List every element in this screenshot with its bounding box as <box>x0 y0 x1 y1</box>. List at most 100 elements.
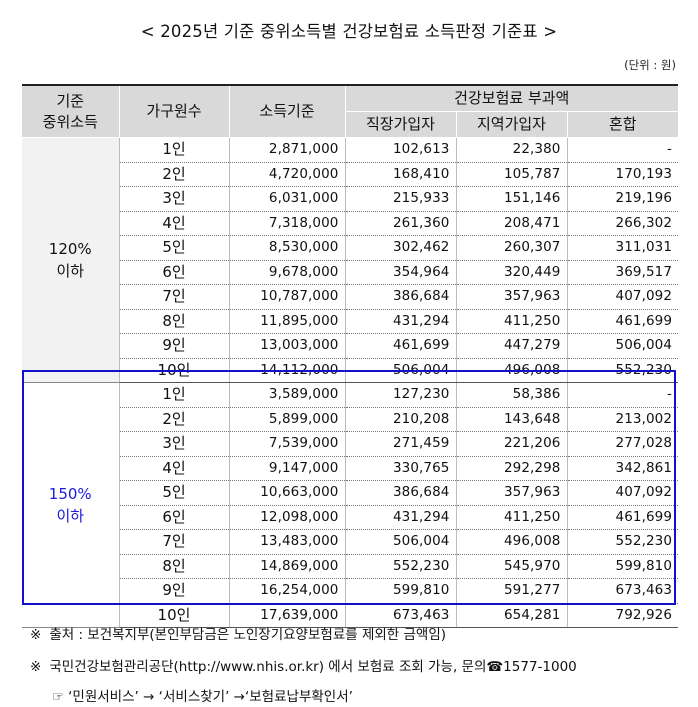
header-income: 소득기준 <box>228 85 345 138</box>
regional-premium-cell: 411,250 <box>455 505 567 530</box>
household-cell: 10인 <box>118 358 229 383</box>
regional-premium-cell: 654,281 <box>455 603 567 628</box>
mixed-premium-cell: 311,031 <box>566 235 679 261</box>
regional-premium-cell: 496,008 <box>455 358 567 383</box>
reference-mark-icon: ※ <box>30 659 42 675</box>
income-cell: 8,530,000 <box>228 235 345 261</box>
income-premium-table: 기준 중위소득 가구원수 소득기준 건강보험료 부과액 직장가입자 지역가입자 … <box>22 84 679 628</box>
table-row: 9인 13,003,000 461,699 447,279 506,004 <box>22 333 679 359</box>
mixed-premium-cell: 407,092 <box>566 284 679 310</box>
household-cell: 10인 <box>118 603 229 628</box>
household-cell: 8인 <box>118 554 229 579</box>
regional-premium-cell: 545,970 <box>455 554 567 579</box>
table-row: 10인 17,639,000 673,463 654,281 792,926 <box>22 603 679 628</box>
employee-premium-cell: 354,964 <box>344 260 456 285</box>
table-row: 8인 14,869,000 552,230 545,970 599,810 <box>22 554 679 579</box>
household-cell: 4인 <box>118 211 229 236</box>
employee-premium-cell: 102,613 <box>344 137 456 163</box>
income-cell: 4,720,000 <box>228 162 345 187</box>
household-cell: 8인 <box>118 309 229 334</box>
regional-premium-cell: 143,648 <box>455 407 567 432</box>
mixed-premium-cell: 792,926 <box>566 603 679 628</box>
table-row: 150% 이하 1인 3,589,000 127,230 58,386- <box>22 382 679 628</box>
reference-mark-icon: ※ <box>30 627 42 643</box>
household-cell: 2인 <box>118 162 229 187</box>
mixed-premium-cell: 461,699 <box>566 505 679 530</box>
household-cell: 4인 <box>118 456 229 481</box>
household-cell: 3인 <box>118 186 229 212</box>
employee-premium-cell: 461,699 <box>344 333 456 359</box>
table-row: 5인 8,530,000 302,462 260,307 311,031 <box>22 235 679 261</box>
regional-premium-cell: 105,787 <box>455 162 567 187</box>
income-cell: 2,871,000 <box>228 137 345 163</box>
income-cell: 14,112,000 <box>228 358 345 383</box>
household-cell: 3인 <box>118 431 229 457</box>
mixed-premium-cell: 369,517 <box>566 260 679 285</box>
mixed-premium-cell: 552,230 <box>566 529 679 555</box>
income-cell: 13,483,000 <box>228 529 345 555</box>
regional-premium-cell: 496,008 <box>455 529 567 555</box>
employee-premium-cell: 261,360 <box>344 211 456 236</box>
table-row: 6인 12,098,000 431,294 411,250 461,699 <box>22 505 679 530</box>
regional-premium-cell: 447,279 <box>455 333 567 359</box>
mixed-premium-cell: 170,193 <box>566 162 679 187</box>
employee-premium-cell: 127,230 <box>344 382 456 408</box>
employee-premium-cell: 210,208 <box>344 407 456 432</box>
household-cell: 9인 <box>118 578 229 604</box>
income-cell: 5,899,000 <box>228 407 345 432</box>
group-label: 120% 이하 <box>22 137 119 383</box>
household-cell: 1인 <box>118 137 229 163</box>
household-cell: 5인 <box>118 480 229 506</box>
income-cell: 6,031,000 <box>228 186 345 212</box>
note-path: ☞ ‘민원서비스’ → ‘서비스찾기’ →‘보험료납부확인서’ <box>52 685 353 705</box>
table-row: 5인 10,663,000 386,684 357,963 407,092 <box>22 480 679 506</box>
mixed-premium-cell: 506,004 <box>566 333 679 359</box>
employee-premium-cell: 552,230 <box>344 554 456 579</box>
table-row: 4인 7,318,000 261,360 208,471 266,302 <box>22 211 679 236</box>
income-cell: 10,663,000 <box>228 480 345 506</box>
mixed-premium-cell: 461,699 <box>566 309 679 334</box>
regional-premium-cell: 260,307 <box>455 235 567 261</box>
household-cell: 2인 <box>118 407 229 432</box>
page-title: < 2025년 기준 중위소득별 건강보험료 소득판정 기준표 > <box>140 22 558 41</box>
pointing-hand-icon: ☞ <box>52 689 65 705</box>
employee-premium-cell: 506,004 <box>344 529 456 555</box>
household-cell: 6인 <box>118 260 229 285</box>
header-mixed: 혼합 <box>566 111 679 138</box>
employee-premium-cell: 271,459 <box>344 431 456 457</box>
regional-premium-cell: 591,277 <box>455 578 567 604</box>
employee-premium-cell: 599,810 <box>344 578 456 604</box>
regional-premium-cell: 357,963 <box>455 480 567 506</box>
mixed-premium-cell: 407,092 <box>566 480 679 506</box>
mixed-premium-cell: 599,810 <box>566 554 679 579</box>
income-cell: 9,678,000 <box>228 260 345 285</box>
mixed-premium-cell: 277,028 <box>566 431 679 457</box>
note-contact: ※ 국민건강보험관리공단(http://www.nhis.or.kr) 에서 보험… <box>30 655 577 675</box>
household-cell: 6인 <box>118 505 229 530</box>
employee-premium-cell: 506,004 <box>344 358 456 383</box>
note-contact-text: 국민건강보험관리공단(http://www.nhis.or.kr) 에서 보험료… <box>49 659 577 675</box>
header-premium: 건강보험료 부과액 <box>344 85 679 112</box>
regional-premium-cell: 411,250 <box>455 309 567 334</box>
household-cell: 1인 <box>118 382 229 408</box>
group-label: 150% 이하 <box>22 382 119 628</box>
employee-premium-cell: 330,765 <box>344 456 456 481</box>
mixed-premium-cell: 342,861 <box>566 456 679 481</box>
income-cell: 9,147,000 <box>228 456 345 481</box>
table-row: 3인 6,031,000 215,933 151,146 219,196 <box>22 186 679 212</box>
regional-premium-cell: 151,146 <box>455 186 567 212</box>
household-cell: 9인 <box>118 333 229 359</box>
mixed-premium-cell: 219,196 <box>566 186 679 212</box>
header-household: 가구원수 <box>118 85 229 138</box>
unit-label: (단위 : 원) <box>624 58 676 72</box>
regional-premium-cell: 357,963 <box>455 284 567 310</box>
regional-premium-cell: 208,471 <box>455 211 567 236</box>
employee-premium-cell: 215,933 <box>344 186 456 212</box>
income-cell: 17,639,000 <box>228 603 345 628</box>
table-row: 2인 5,899,000 210,208 143,648 213,002 <box>22 407 679 432</box>
income-cell: 7,318,000 <box>228 211 345 236</box>
mixed-premium-cell: 552,230 <box>566 358 679 383</box>
income-cell: 14,869,000 <box>228 554 345 579</box>
employee-premium-cell: 431,294 <box>344 505 456 530</box>
note-path-text: ‘민원서비스’ → ‘서비스찾기’ →‘보험료납부확인서’ <box>68 689 353 705</box>
